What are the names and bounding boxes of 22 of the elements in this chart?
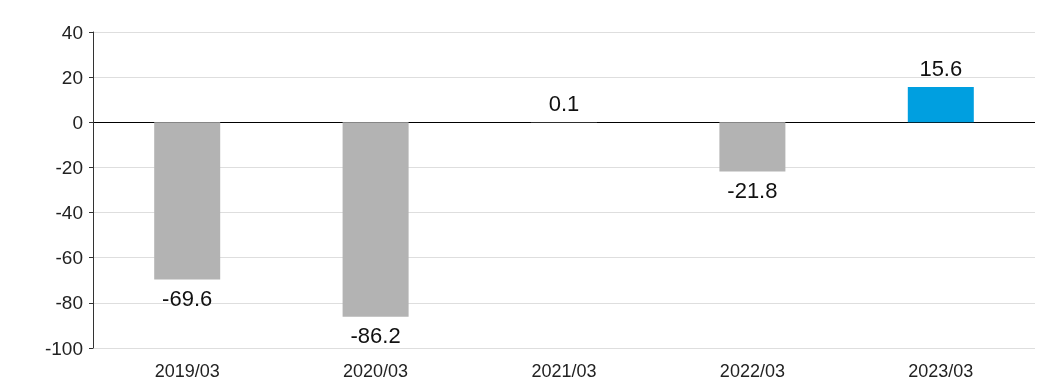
x-tick-label: 2022/03	[719, 361, 785, 381]
bar	[907, 87, 974, 123]
x-tick-label: 2021/03	[531, 361, 597, 381]
y-tick-label: 0	[72, 111, 83, 133]
y-tick-label: 40	[61, 21, 83, 43]
bar	[719, 122, 786, 172]
x-tick-label: 2023/03	[908, 361, 974, 381]
data-label: -21.8	[727, 177, 778, 203]
data-label: 0.1	[548, 90, 580, 116]
data-label: 15.6	[919, 55, 963, 81]
x-tick-label: 2019/03	[154, 361, 220, 381]
y-tick-label: -20	[55, 156, 83, 178]
y-tick-label: -80	[55, 292, 83, 314]
bar	[342, 122, 409, 317]
y-tick-label: -40	[55, 202, 83, 224]
y-tick-label: -60	[55, 247, 83, 269]
y-tick-label: -100	[44, 337, 83, 359]
bar	[154, 122, 221, 280]
x-tick-label: 2020/03	[343, 361, 409, 381]
data-label: -69.6	[162, 285, 213, 311]
data-label: -86.2	[350, 323, 401, 349]
y-tick-label: 20	[61, 66, 83, 88]
